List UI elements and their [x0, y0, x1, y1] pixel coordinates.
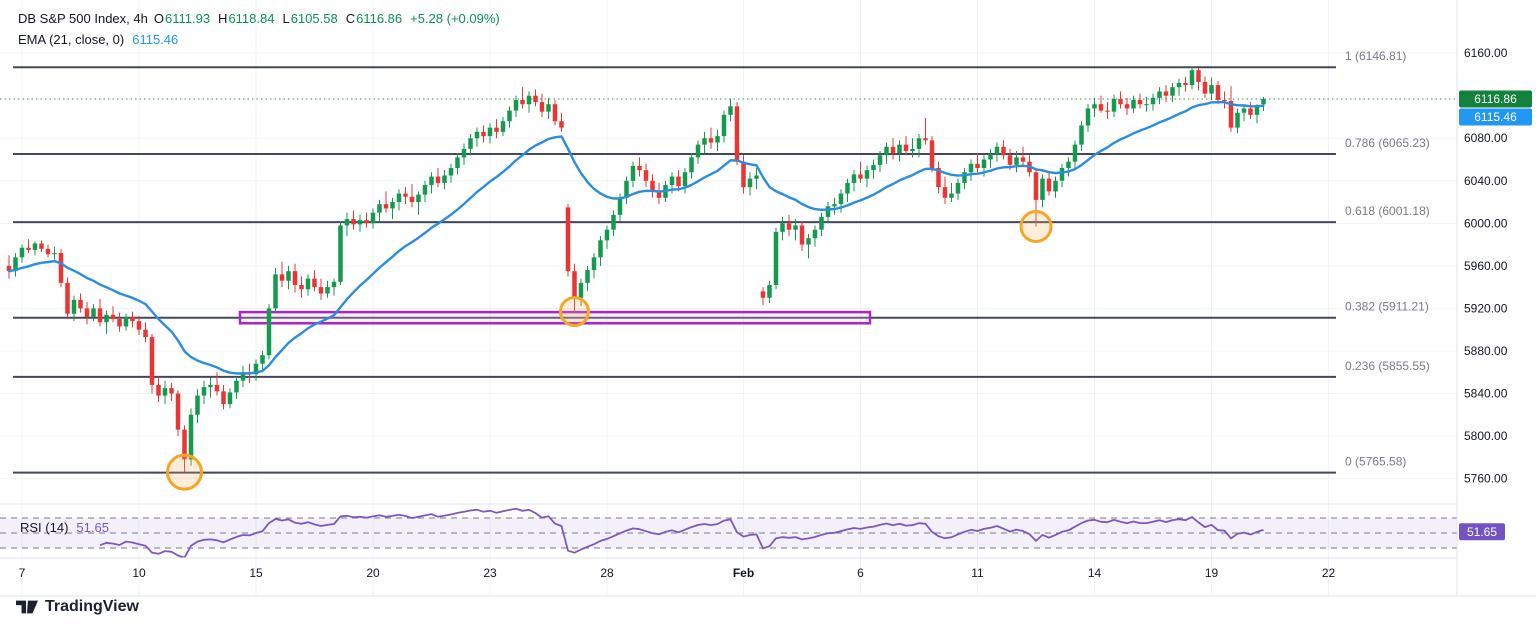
- fib-label: 1 (6146.81): [1345, 49, 1406, 63]
- time-label: 14: [1088, 566, 1102, 580]
- highlight-circle: [166, 453, 203, 491]
- price-tick-label: 5760.00: [1464, 472, 1508, 486]
- price-tick-label: 6040.00: [1464, 174, 1508, 188]
- price-tick-label: 5960.00: [1464, 259, 1508, 273]
- change-value: +5.28 (+0.09%): [410, 11, 500, 26]
- rsi-value-badge-text: 51.65: [1467, 525, 1497, 539]
- price-tick-label: 5800.00: [1464, 429, 1508, 443]
- highlight-circle: [1019, 210, 1053, 244]
- price-tick-label: 5920.00: [1464, 301, 1508, 315]
- price-tick-label: 5880.00: [1464, 344, 1508, 358]
- fib-label: 0.382 (5911.21): [1345, 300, 1429, 314]
- price-tick-label: 5840.00: [1464, 386, 1508, 400]
- price-tick-label: 6080.00: [1464, 131, 1508, 145]
- fib-label: 0.236 (5855.55): [1345, 359, 1430, 373]
- tradingview-logo-icon: [16, 600, 38, 614]
- fib-label: 0.786 (6065.23): [1345, 136, 1430, 150]
- time-label: 20: [366, 566, 380, 580]
- time-label: 10: [132, 566, 146, 580]
- fib-label: 0 (5765.58): [1345, 455, 1406, 469]
- rsi-line: [99, 507, 1264, 559]
- time-label: 7: [19, 566, 26, 580]
- legend-ema-row[interactable]: EMA (21, close, 0) 6115.46: [18, 29, 500, 50]
- time-label: 19: [1205, 566, 1219, 580]
- fib-label: 0.618 (6001.18): [1345, 204, 1430, 218]
- price-tick-label: 6000.00: [1464, 216, 1508, 230]
- time-axis[interactable]: [0, 558, 1457, 596]
- rsi-name: RSI (14): [20, 520, 69, 535]
- last-price-badge-text: 6116.86: [1474, 92, 1517, 106]
- rsi-indicator-label[interactable]: RSI (14) 51.65: [20, 520, 109, 535]
- close-value: 6116.86: [356, 11, 403, 26]
- price-axis[interactable]: [1457, 0, 1536, 596]
- time-label: 23: [483, 566, 497, 580]
- time-label: 22: [1322, 566, 1336, 580]
- legend-symbol-row[interactable]: DB S&P 500 Index, 4h O6111.93 H6118.84 L610…: [18, 8, 500, 29]
- close-label: C: [345, 11, 356, 26]
- symbol-title[interactable]: DB S&P 500 Index, 4h: [18, 11, 148, 26]
- rsi-value: 51.65: [76, 520, 109, 535]
- candles-group: [6, 66, 1266, 473]
- highlight-circle: [559, 296, 590, 328]
- tradingview-watermark[interactable]: TradingView: [16, 598, 139, 616]
- high-value: 6118.84: [228, 11, 275, 26]
- ema-line: [7, 100, 1265, 375]
- price-tick-label: 6160.00: [1464, 46, 1508, 60]
- low-label: L: [282, 11, 290, 26]
- time-label: 15: [249, 566, 263, 580]
- tradingview-logo-text: TradingView: [45, 598, 139, 615]
- high-label: H: [218, 11, 228, 26]
- rsi-value-badge: [1459, 523, 1505, 541]
- time-label: 6: [857, 566, 864, 580]
- time-label: 11: [971, 566, 984, 580]
- low-value: 6105.58: [290, 11, 338, 26]
- last-price-badge: [1459, 90, 1532, 108]
- legend: DB S&P 500 Index, 4h O6111.93 H6118.84 L610…: [18, 8, 500, 50]
- time-label: Feb: [733, 566, 754, 580]
- ema-indicator-value: 6115.46: [132, 32, 179, 47]
- open-label: O: [153, 11, 164, 26]
- ema-value-badge-text: 6115.46: [1474, 110, 1517, 124]
- ema-indicator-label[interactable]: EMA (21, close, 0): [18, 32, 125, 47]
- range-box: [238, 310, 872, 325]
- time-label: 28: [600, 566, 614, 580]
- open-value: 6111.93: [164, 11, 211, 26]
- ema-value-badge: [1459, 108, 1532, 126]
